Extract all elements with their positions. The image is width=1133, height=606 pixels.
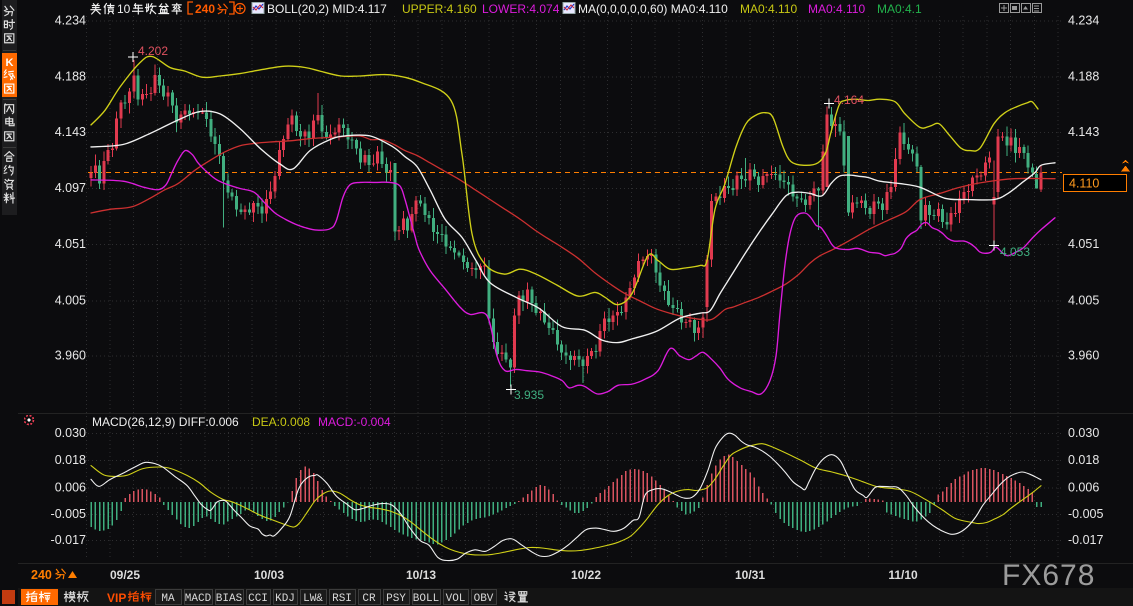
- svg-text:VIP: VIP: [107, 591, 126, 605]
- svg-text:DEA:0.008: DEA:0.008: [252, 415, 310, 429]
- svg-text:10/03: 10/03: [254, 568, 284, 582]
- svg-text:4.202: 4.202: [138, 44, 168, 58]
- svg-text:-0.017: -0.017: [51, 533, 86, 547]
- svg-text:UPPER:4.160: UPPER:4.160: [402, 2, 477, 16]
- svg-text:-0.005: -0.005: [51, 507, 86, 521]
- svg-text:4.143: 4.143: [55, 125, 86, 139]
- svg-text:4.188: 4.188: [55, 70, 86, 84]
- svg-text:K: K: [6, 57, 14, 69]
- svg-text:3.960: 3.960: [55, 349, 86, 363]
- svg-text:MA(0,0,0,0,0,60) MA0:4.110: MA(0,0,0,0,0,60) MA0:4.110: [578, 2, 728, 16]
- svg-text:4.234: 4.234: [55, 14, 86, 28]
- svg-text:-0.005: -0.005: [1068, 507, 1103, 521]
- svg-text:OBV: OBV: [474, 593, 494, 605]
- svg-text:4.164: 4.164: [834, 93, 864, 107]
- svg-text:MACD: MACD: [185, 593, 212, 605]
- svg-text:4.188: 4.188: [1068, 70, 1099, 84]
- svg-text:3.935: 3.935: [514, 388, 544, 402]
- svg-text:0.018: 0.018: [1068, 453, 1099, 467]
- svg-text:4.051: 4.051: [1068, 237, 1099, 251]
- svg-text:BIAS: BIAS: [216, 593, 243, 605]
- svg-text:4.097: 4.097: [55, 181, 86, 195]
- svg-text:KDJ: KDJ: [275, 593, 295, 605]
- svg-text:MA0:4.110: MA0:4.110: [808, 2, 865, 16]
- svg-text:10/13: 10/13: [406, 568, 436, 582]
- svg-text:0.006: 0.006: [55, 480, 86, 494]
- svg-text:4.234: 4.234: [1068, 14, 1099, 28]
- svg-text:10/31: 10/31: [735, 568, 765, 582]
- svg-text:4.053: 4.053: [1000, 245, 1030, 259]
- svg-text:4.005: 4.005: [1068, 293, 1099, 307]
- svg-text:240: 240: [31, 568, 52, 582]
- svg-text:0.030: 0.030: [55, 426, 86, 440]
- svg-text:10/22: 10/22: [571, 568, 601, 582]
- svg-text:MA0:4.1: MA0:4.1: [877, 2, 922, 16]
- svg-text:MACD(26,12,9) DIFF:0.006: MACD(26,12,9) DIFF:0.006: [92, 415, 239, 429]
- svg-text:VOL: VOL: [446, 593, 466, 605]
- svg-text:4.051: 4.051: [55, 237, 86, 251]
- svg-text:4.143: 4.143: [1068, 125, 1099, 139]
- svg-text:-0.017: -0.017: [1068, 533, 1103, 547]
- svg-text:FX678: FX678: [1002, 559, 1095, 592]
- svg-text:240: 240: [195, 2, 215, 16]
- svg-text:11/10: 11/10: [888, 568, 918, 582]
- svg-text:MA0:4.110: MA0:4.110: [740, 2, 797, 16]
- svg-text:4.005: 4.005: [55, 293, 86, 307]
- svg-text:CR: CR: [362, 593, 376, 605]
- svg-text:LOWER:4.074: LOWER:4.074: [482, 2, 560, 16]
- svg-text:0.030: 0.030: [1068, 426, 1099, 440]
- svg-text:3.960: 3.960: [1068, 349, 1099, 363]
- svg-text:PSY: PSY: [386, 593, 406, 605]
- svg-text:BOLL(20,2) MID:4.117: BOLL(20,2) MID:4.117: [267, 2, 387, 16]
- svg-text:0.006: 0.006: [1068, 480, 1099, 494]
- svg-text:MACD:-0.004: MACD:-0.004: [318, 415, 391, 429]
- svg-text:0.018: 0.018: [55, 453, 86, 467]
- svg-text:RSI: RSI: [332, 593, 352, 605]
- svg-text:BOLL: BOLL: [413, 593, 439, 605]
- svg-text:4.110: 4.110: [1069, 177, 1099, 191]
- svg-text:MA: MA: [161, 593, 175, 605]
- svg-text:09/25: 09/25: [110, 568, 140, 582]
- svg-text:10: 10: [117, 2, 131, 16]
- svg-text:LW&: LW&: [303, 593, 323, 605]
- svg-text:CCI: CCI: [248, 593, 268, 605]
